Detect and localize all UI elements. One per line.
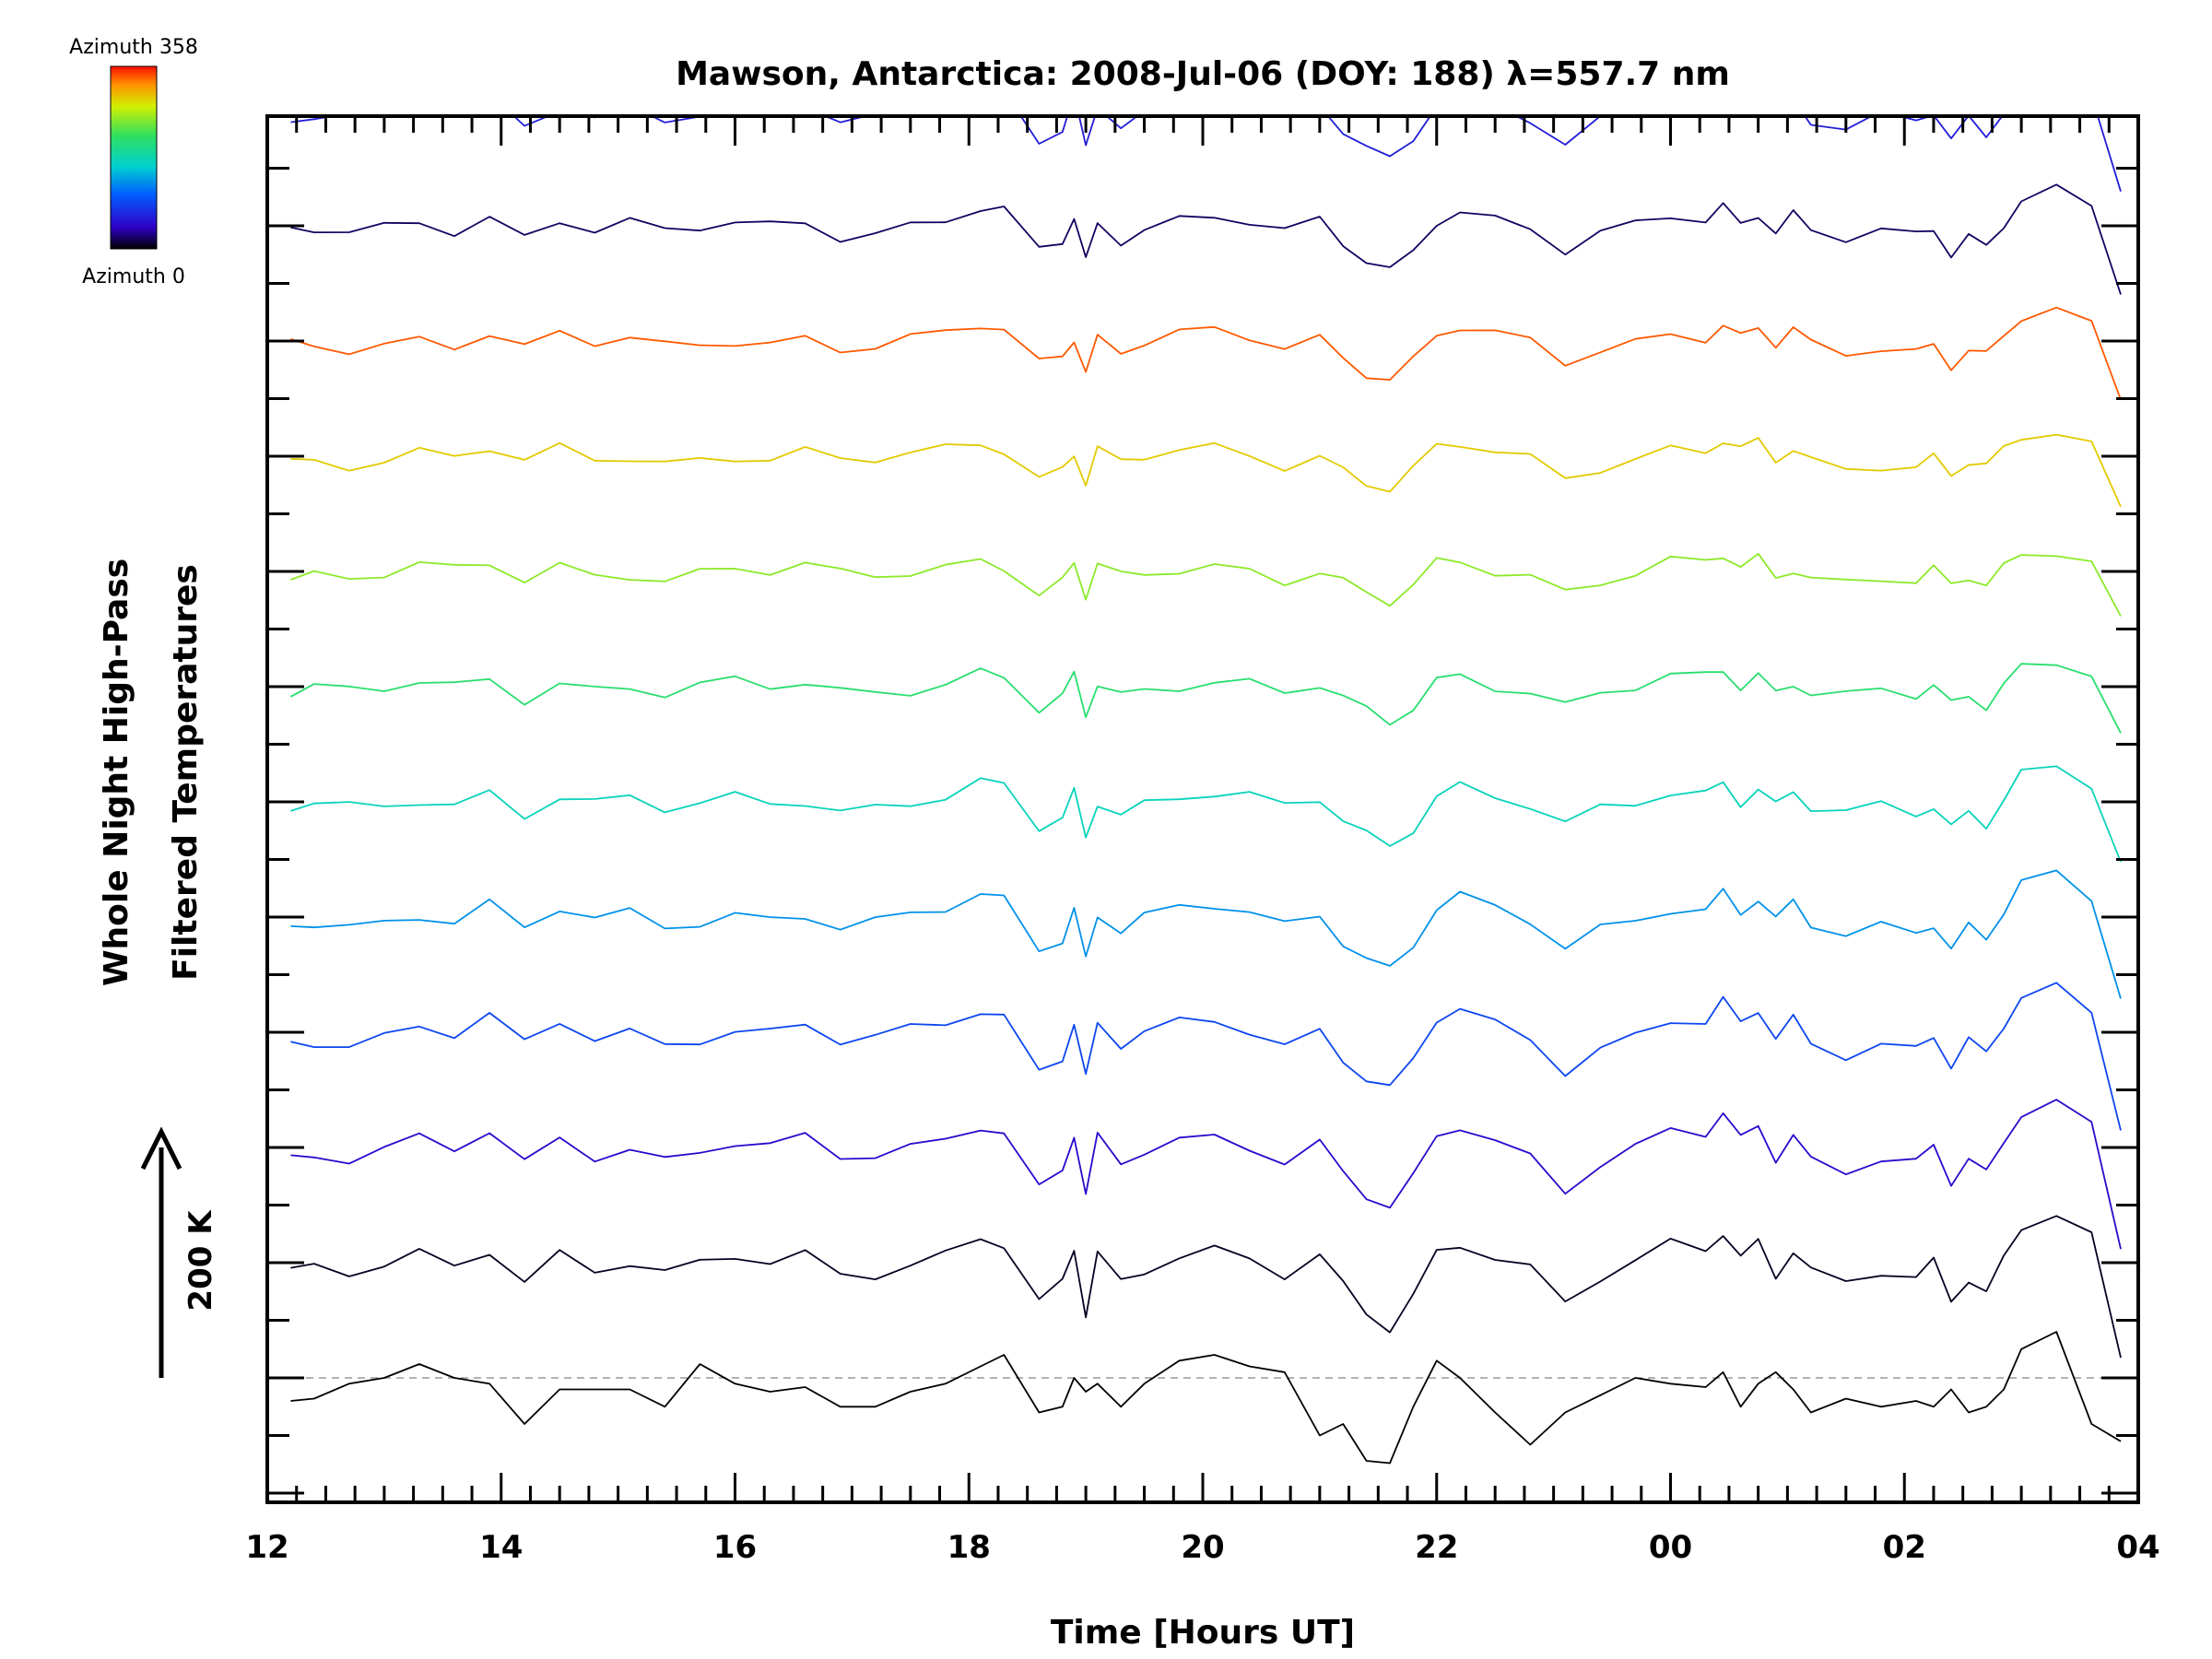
y-axis-label-line-1: Whole Night High-Pass xyxy=(98,559,135,986)
x-tick-label: 04 xyxy=(2116,1529,2159,1566)
colorbar: Azimuth 358 Azimuth 0 xyxy=(69,36,198,288)
x-tick-label: 14 xyxy=(479,1529,523,1566)
series-line-9 xyxy=(290,306,2122,401)
axis-ticks xyxy=(265,116,2140,1502)
series-line-1 xyxy=(290,1215,2122,1359)
scale-bar-label: 200 K xyxy=(182,1209,219,1312)
colorbar-swatch xyxy=(110,65,158,250)
series-group xyxy=(289,116,2122,1465)
x-tick-label: 22 xyxy=(1415,1529,1458,1566)
x-tick-label: 12 xyxy=(245,1529,288,1566)
x-tick-label: 20 xyxy=(1181,1529,1224,1566)
colorbar-top-label: Azimuth 358 xyxy=(69,36,198,59)
x-tick-label: 18 xyxy=(947,1529,991,1566)
series-line-3 xyxy=(290,982,2122,1131)
series-line-8 xyxy=(290,433,2122,508)
scale-bar-arrowhead xyxy=(140,1126,182,1171)
y-axis-label-line-2: Filtered Temperatures xyxy=(167,564,205,981)
chart-title: Mawson, Antarctica: 2008-Jul-06 (DOY: 18… xyxy=(676,55,1730,93)
series-line-10 xyxy=(290,183,2122,295)
series-line-2 xyxy=(290,1099,2122,1250)
colorbar-bottom-label: Azimuth 0 xyxy=(82,265,185,288)
scale-bar: 200 K xyxy=(140,1126,219,1378)
series-line-7 xyxy=(290,552,2122,617)
series-line-6 xyxy=(289,663,2122,734)
x-axis-label: Time [Hours UT] xyxy=(1051,1614,1355,1652)
series-line-4 xyxy=(290,869,2122,999)
plot-area xyxy=(265,114,2140,1504)
plot-frame xyxy=(265,114,2140,1504)
x-tick-label: 02 xyxy=(1883,1529,1926,1566)
series-line-baseline xyxy=(290,1331,2122,1465)
x-tick-label: 00 xyxy=(1649,1529,1692,1566)
x-tick-label: 16 xyxy=(713,1529,757,1566)
y-axis-label: Whole Night High-Pass Filtered Temperatu… xyxy=(98,559,205,986)
x-tick-labels: 12 14 16 18 20 22 00 02 04 xyxy=(245,1529,2159,1566)
series-line-5 xyxy=(290,765,2122,863)
